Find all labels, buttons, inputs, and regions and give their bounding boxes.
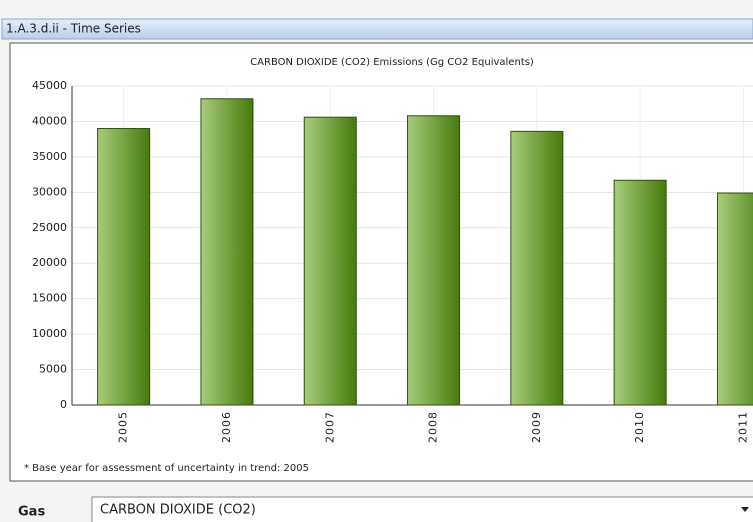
title-bar (1, 18, 753, 40)
y-tick-label: 0 (60, 398, 67, 411)
y-tick-label: 40000 (32, 114, 67, 127)
bar (97, 128, 151, 406)
x-tick-label: 2011 (736, 411, 749, 443)
gas-selected[interactable]: CARBON DIOXIDE (CO2) (100, 503, 256, 518)
y-tick-label: 15000 (32, 292, 67, 305)
bar (613, 179, 667, 406)
y-tick-label: 20000 (32, 256, 67, 269)
bar (510, 130, 564, 406)
dropdown-arrow[interactable] (741, 507, 749, 512)
bar (716, 192, 753, 406)
x-tick-label: 2007 (323, 411, 336, 443)
x-tick-label: 2010 (633, 411, 646, 443)
x-tick-label: 2006 (220, 411, 233, 443)
window-title: 1.A.3.d.ii - Time Series (6, 22, 141, 36)
bar (303, 116, 357, 406)
chart-title: CARBON DIOXIDE (CO2) Emissions (Gg CO2 E… (250, 57, 534, 68)
y-tick-label: 45000 (32, 79, 67, 92)
gas-dropdown[interactable] (91, 496, 753, 522)
y-tick-label: 25000 (32, 221, 67, 234)
bar (407, 115, 461, 406)
x-tick-label: 2005 (117, 411, 130, 443)
gas-label: Gas (18, 505, 45, 520)
y-tick-label: 30000 (32, 185, 67, 198)
footnote: * Base year for assessment of uncertaint… (24, 463, 309, 474)
y-tick-label: 10000 (32, 327, 67, 340)
y-tick-label: 5000 (39, 363, 67, 376)
x-tick-label: 2008 (427, 411, 440, 443)
x-tick-label: 2009 (530, 411, 543, 443)
y-tick-label: 35000 (32, 150, 67, 163)
bar (200, 98, 254, 406)
